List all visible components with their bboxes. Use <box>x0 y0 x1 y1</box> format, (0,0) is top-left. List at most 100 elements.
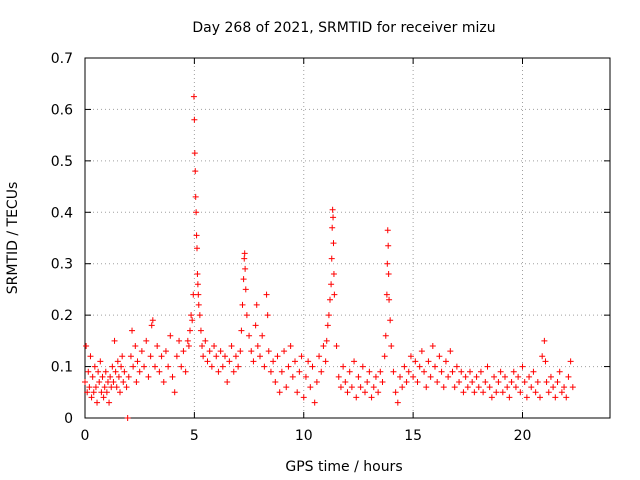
data-point <box>232 353 239 360</box>
data-point <box>129 327 136 334</box>
data-point <box>98 389 105 396</box>
data-point <box>330 240 337 247</box>
data-point <box>208 363 215 370</box>
data-point <box>471 389 478 396</box>
data-point <box>89 373 96 380</box>
data-point <box>102 368 109 375</box>
data-point <box>366 368 373 375</box>
data-point <box>329 206 336 213</box>
data-point <box>523 394 530 401</box>
data-point <box>486 384 493 391</box>
data-point <box>83 343 90 349</box>
tick-labels: 0 0.1 0.2 0.3 0.4 0.5 0.6 0.7 0 5 10 15 20 <box>51 51 532 444</box>
data-point <box>488 394 495 401</box>
data-point <box>458 368 465 375</box>
data-point <box>118 363 125 370</box>
data-point <box>502 373 508 380</box>
data-point <box>421 368 428 375</box>
data-point <box>267 368 274 375</box>
data-point <box>357 384 364 391</box>
data-point <box>95 368 102 375</box>
data-point <box>241 255 248 262</box>
data-point <box>530 368 537 375</box>
data-point <box>85 368 92 375</box>
data-point <box>383 291 390 298</box>
data-point <box>123 384 130 391</box>
data-point <box>294 389 301 396</box>
data-point <box>238 327 245 334</box>
data-point <box>534 379 541 385</box>
data-point <box>480 389 487 396</box>
data-point <box>141 363 148 370</box>
data-point <box>108 384 115 391</box>
data-point <box>192 193 199 200</box>
data-point <box>330 271 337 277</box>
data-point <box>158 353 165 360</box>
data-point <box>111 337 118 344</box>
data-point <box>344 389 351 396</box>
data-point <box>543 379 550 385</box>
data-point <box>86 384 93 391</box>
data-point <box>194 281 201 288</box>
data-point <box>346 368 353 375</box>
data-point <box>263 291 270 298</box>
data-point <box>521 379 528 385</box>
data-point <box>442 358 449 365</box>
data-point <box>194 271 201 277</box>
data-point <box>429 343 436 349</box>
data-point <box>331 291 338 298</box>
data-point <box>381 353 388 360</box>
data-points <box>82 93 576 421</box>
data-point <box>491 373 498 380</box>
data-point <box>226 358 233 365</box>
data-point <box>184 337 191 344</box>
data-point <box>399 384 406 391</box>
data-point <box>497 368 504 375</box>
data-point <box>407 353 414 360</box>
data-point <box>464 384 471 391</box>
data-point <box>114 358 121 365</box>
data-point <box>283 384 290 391</box>
data-point <box>106 399 113 406</box>
data-point <box>379 379 386 385</box>
data-point <box>318 368 325 375</box>
data-point <box>169 373 176 380</box>
data-point <box>217 348 224 355</box>
data-point <box>384 260 391 267</box>
data-point <box>252 322 259 329</box>
data-point <box>432 363 438 370</box>
data-point <box>253 301 260 308</box>
data-point <box>322 358 329 365</box>
data-point <box>127 353 134 360</box>
data-point <box>351 358 358 365</box>
grid-lines <box>85 58 610 418</box>
data-point <box>298 353 305 360</box>
data-point <box>397 373 403 380</box>
data-point <box>222 353 228 360</box>
data-point <box>276 389 283 396</box>
data-point <box>152 363 158 370</box>
data-point <box>519 363 526 370</box>
data-point <box>194 245 200 252</box>
data-point <box>265 348 272 355</box>
data-point <box>257 353 263 360</box>
data-point <box>125 373 132 380</box>
data-point <box>117 389 123 396</box>
data-point <box>477 368 484 375</box>
data-point <box>193 232 200 239</box>
data-point <box>113 384 120 391</box>
data-point <box>259 332 266 339</box>
data-point <box>132 343 139 349</box>
y-tick-label: 0.1 <box>51 360 73 376</box>
data-point <box>554 379 561 385</box>
data-point <box>362 389 368 396</box>
data-point <box>449 368 456 375</box>
data-point <box>224 379 231 385</box>
data-point <box>460 389 467 396</box>
data-point <box>292 358 298 365</box>
data-point <box>385 271 392 277</box>
data-point <box>434 379 441 385</box>
data-point <box>84 389 91 396</box>
data-point <box>101 384 108 391</box>
data-point <box>547 373 554 380</box>
